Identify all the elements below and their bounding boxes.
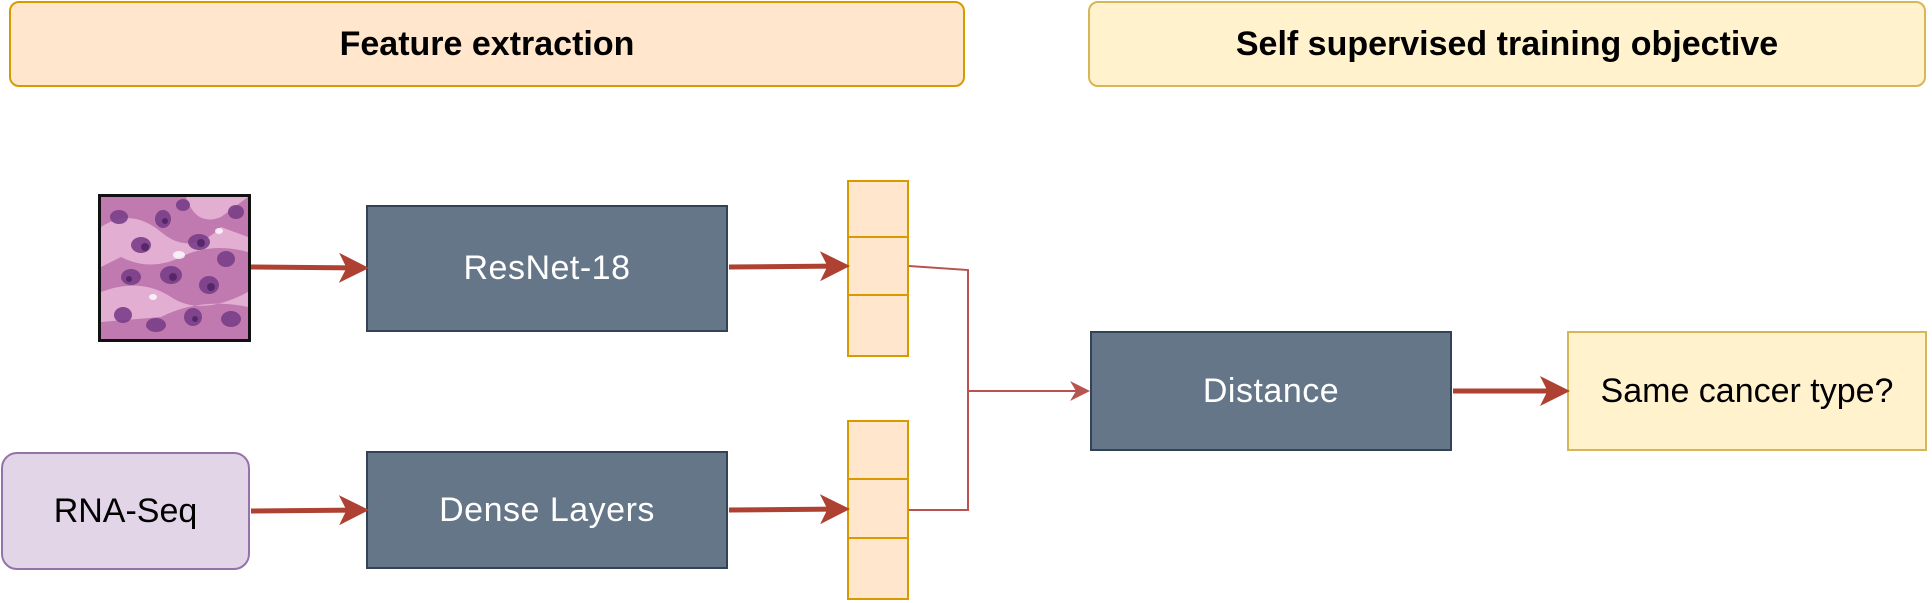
rna-embedding-connector <box>909 391 969 511</box>
rna-embedding-cell <box>847 537 909 600</box>
rna-seq-input: RNA-Seq <box>1 452 250 570</box>
image-embedding-cell <box>847 180 909 238</box>
training-objective-header-label: Self supervised training objective <box>1235 24 1779 63</box>
dense-to-embedding-arrow <box>728 494 850 525</box>
histology-image-picture <box>101 197 248 339</box>
same-cancer-type-output: Same cancer type? <box>1567 331 1927 451</box>
feature-extraction-header-label: Feature extraction <box>339 24 635 63</box>
image-embedding-connector <box>908 265 969 391</box>
dense-layers-block: Dense Layers <box>366 451 728 569</box>
distance-block: Distance <box>1090 331 1452 451</box>
image-to-resnet-arrow <box>250 252 369 283</box>
rna-seq-label: RNA-Seq <box>53 491 198 530</box>
histology-image <box>98 194 251 342</box>
feature-extraction-header: Feature extraction <box>9 1 965 87</box>
rna-to-dense-arrow <box>250 495 369 526</box>
same-cancer-type-label: Same cancer type? <box>1600 371 1894 410</box>
resnet-18-label: ResNet-18 <box>463 249 631 287</box>
image-embedding-cell <box>847 294 909 357</box>
distance-label: Distance <box>1202 371 1340 410</box>
training-objective-header: Self supervised training objective <box>1088 1 1926 87</box>
resnet-to-embedding-arrow <box>728 251 850 282</box>
dense-layers-label: Dense Layers <box>439 490 655 529</box>
